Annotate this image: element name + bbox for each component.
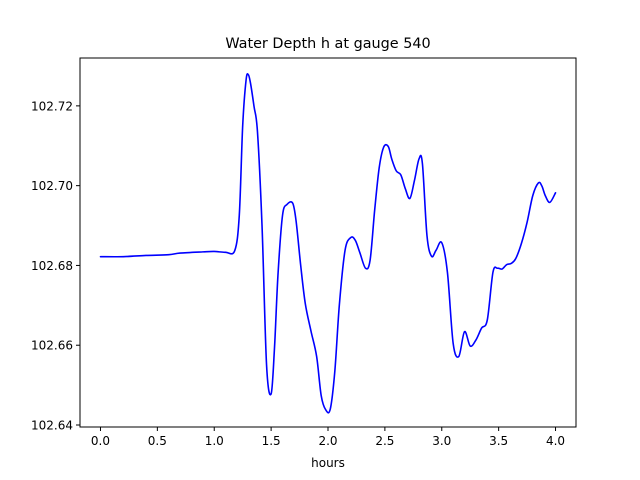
x-tick-label: 0.5 <box>148 434 167 448</box>
y-tick-label: 102.66 <box>31 339 73 353</box>
x-tick-label: 3.0 <box>432 434 451 448</box>
x-tick-label: 2.5 <box>375 434 394 448</box>
x-axis-label: hours <box>311 456 345 470</box>
data-series-line <box>99 73 557 414</box>
y-tick-label: 102.68 <box>31 259 73 273</box>
x-tick-label: 1.0 <box>205 434 224 448</box>
y-tick-label: 102.70 <box>31 179 73 193</box>
y-axis-ticks: 102.64 102.66 102.68 102.70 102.72 <box>31 99 80 433</box>
plot-area <box>99 73 557 414</box>
x-tick-label: 4.0 <box>546 434 565 448</box>
x-tick-label: 1.5 <box>262 434 281 448</box>
chart-title: Water Depth h at gauge 540 <box>225 36 430 52</box>
x-tick-label: 2.0 <box>318 434 337 448</box>
x-tick-label: 0.0 <box>91 434 110 448</box>
y-tick-label: 102.72 <box>31 99 73 113</box>
x-axis-ticks: 0.0 0.5 1.0 1.5 2.0 2.5 3.0 3.5 4.0 <box>91 427 565 448</box>
x-tick-label: 3.5 <box>489 434 508 448</box>
y-tick-label: 102.64 <box>31 419 73 433</box>
